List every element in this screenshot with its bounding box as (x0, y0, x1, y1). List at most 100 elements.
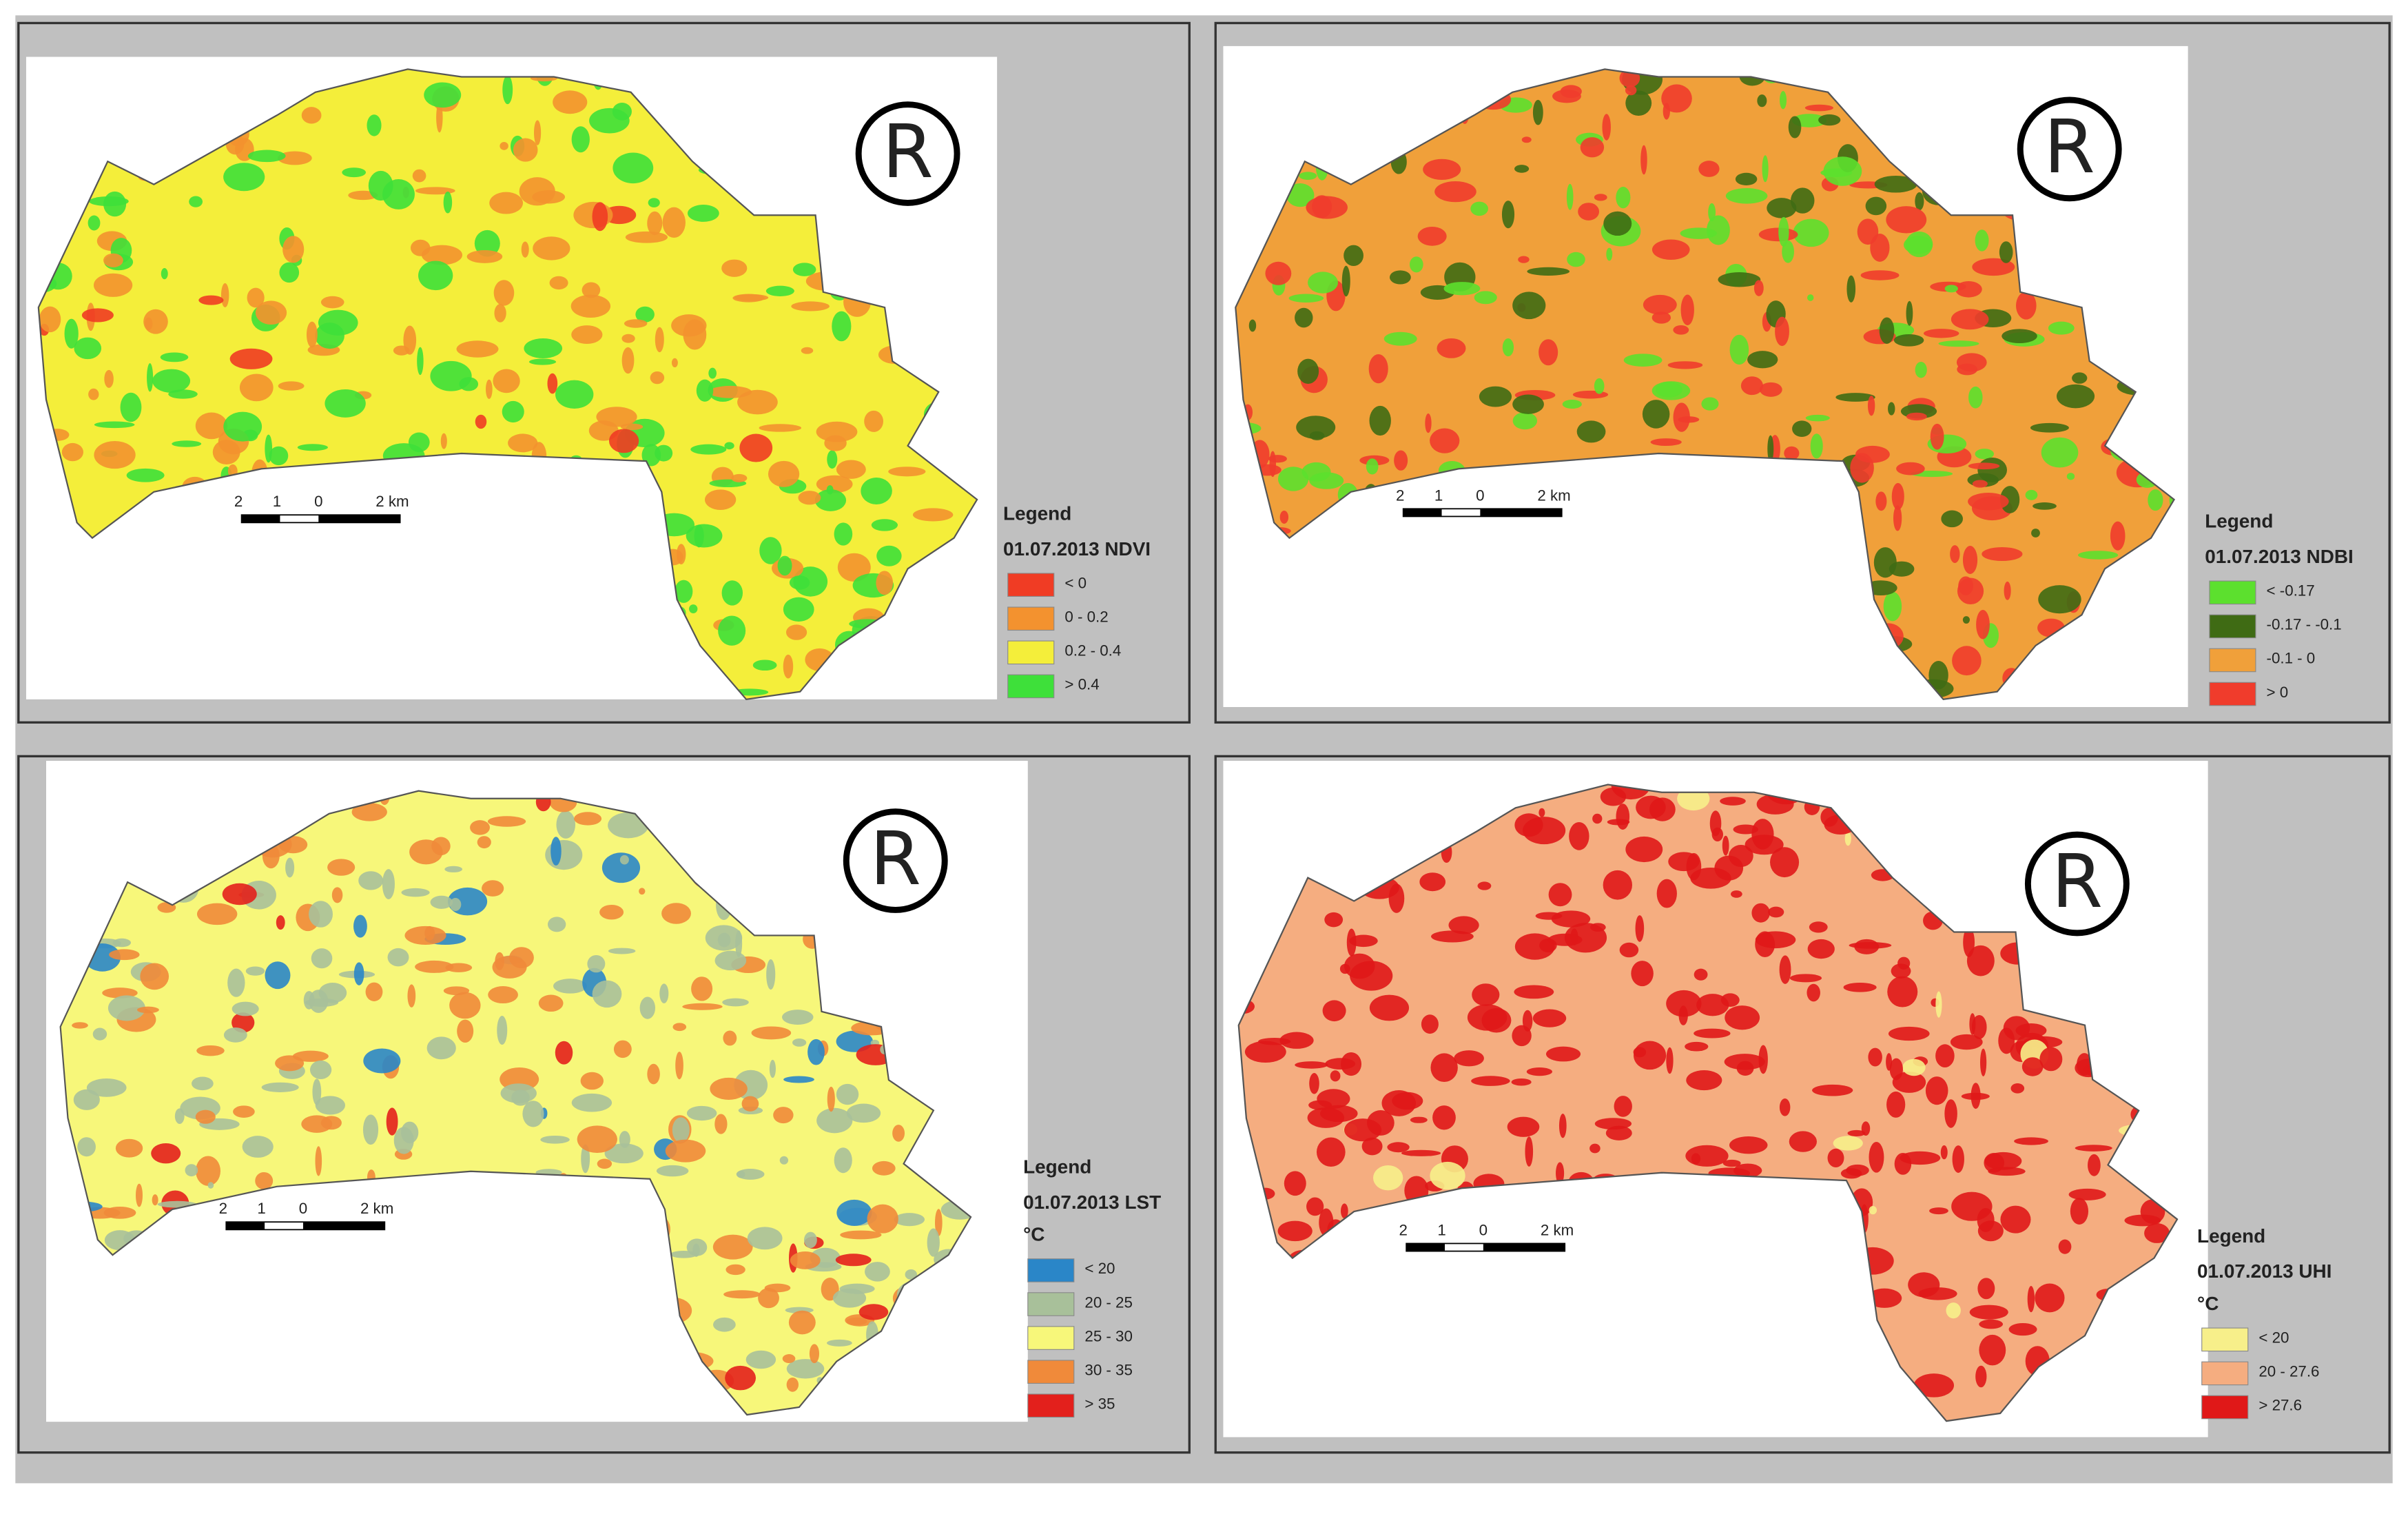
map-patch (1780, 90, 1787, 110)
registered-symbol-ring (2024, 831, 2130, 937)
map-patch (1730, 890, 1742, 898)
map-patch (367, 114, 382, 136)
map-patch (788, 1310, 816, 1335)
map-patch (311, 948, 333, 969)
map-patch (1925, 1076, 1948, 1105)
map-patch (555, 1041, 573, 1065)
map-patch (1958, 576, 1973, 595)
scale-bar-seg (302, 1222, 385, 1230)
map-patch (1968, 493, 2009, 511)
map-patch (255, 1172, 274, 1190)
map-patch (786, 1359, 825, 1379)
map-patch (1888, 1026, 1930, 1041)
map-patch (1946, 1302, 1961, 1319)
map-patch (1322, 1000, 1346, 1022)
map-patch (325, 389, 366, 418)
map-patch (1603, 870, 1632, 900)
map-patch (533, 236, 570, 260)
map-patch (1680, 227, 1718, 239)
map-patch (305, 998, 339, 1007)
map-patch (1324, 912, 1344, 928)
map-patch (1616, 187, 1631, 209)
map-patch (865, 1262, 890, 1282)
map-patch (592, 980, 622, 1008)
map-patch (1998, 1027, 2015, 1054)
map-patch (659, 983, 669, 1003)
map-patch (1560, 85, 1582, 99)
map-patch (1767, 435, 1774, 462)
map-patch (278, 381, 305, 391)
map-patch (816, 421, 858, 442)
map-patch (407, 984, 416, 1007)
map-patch (827, 450, 838, 469)
map-patch (1846, 275, 1856, 303)
map-patch (792, 263, 816, 276)
legend-swatch (1027, 1360, 1075, 1384)
map-patch (1778, 216, 1789, 247)
map-patch (571, 325, 603, 345)
legend-title: 01.07.2013 NDBI (2205, 546, 2354, 567)
map-patch (1701, 397, 1719, 411)
map-patch (1938, 340, 1979, 347)
scale-label: 2 km (1541, 1221, 1574, 1238)
map-patch (714, 1114, 728, 1134)
map-patch (1722, 1159, 1741, 1167)
map-patch (1686, 852, 1702, 881)
map-patch (1866, 1288, 1902, 1308)
scale-label: 2 km (360, 1200, 393, 1217)
map-patch (1580, 137, 1605, 158)
map-patch (1762, 155, 1769, 183)
map-patch (1977, 1278, 1995, 1300)
map-patch (1849, 941, 1892, 949)
legend-swatch (2209, 648, 2256, 673)
map-patch (1807, 294, 1814, 301)
scale-label: 0 (299, 1200, 307, 1217)
map-patch (704, 489, 737, 511)
scale-label: 2 km (1537, 487, 1570, 504)
map-patch (1962, 616, 1970, 624)
map-patch (714, 950, 747, 971)
legend-label: 20 - 25 (1084, 1293, 1132, 1311)
map-patch (1728, 845, 1753, 868)
map-patch (912, 508, 954, 522)
legend-label: 30 - 35 (1084, 1361, 1132, 1378)
map-patch (1279, 511, 1289, 524)
map-patch (773, 1107, 794, 1124)
map-patch (522, 1101, 544, 1127)
map-patch (1309, 472, 1344, 489)
map-patch (550, 837, 562, 866)
map-patch (832, 1288, 867, 1308)
scale-bar-seg (241, 515, 280, 523)
legend-heading: Legend (1003, 503, 1071, 524)
map-patch (93, 273, 133, 297)
scale-bar-seg (1483, 1243, 1565, 1251)
map-patch (2048, 321, 2075, 335)
map-patch (1807, 983, 1820, 1002)
legend-unit: °C (1023, 1224, 1045, 1245)
map-patch (528, 358, 557, 365)
map-patch (1640, 145, 1647, 175)
map-patch (2068, 1188, 2106, 1200)
map-patch (500, 141, 508, 150)
map-patch (195, 1109, 216, 1124)
map-patch (1818, 114, 1841, 126)
map-patch (1789, 1131, 1817, 1152)
map-patch (1539, 808, 1545, 817)
map-patch (1369, 405, 1391, 436)
map-patch (151, 1143, 181, 1164)
map-patch (1685, 1041, 1709, 1052)
map-patch (353, 962, 364, 985)
map-patch (553, 979, 587, 994)
map-patch (301, 107, 322, 124)
map-patch (1258, 1037, 1291, 1045)
map-panel: R 2 1 0 2 km Legend 01.07.2013 UHI °C < 20 20 - 2… (1214, 755, 2391, 1454)
map-patch (1740, 376, 1763, 396)
registered-symbol: R (2052, 839, 2103, 925)
map-patch (635, 306, 655, 323)
map-patch (867, 1204, 898, 1234)
map-patch (1950, 1034, 1983, 1050)
map-patch (415, 187, 455, 195)
map-patch (382, 869, 395, 899)
map-patch (1479, 386, 1512, 407)
legend-swatch (1007, 606, 1055, 631)
